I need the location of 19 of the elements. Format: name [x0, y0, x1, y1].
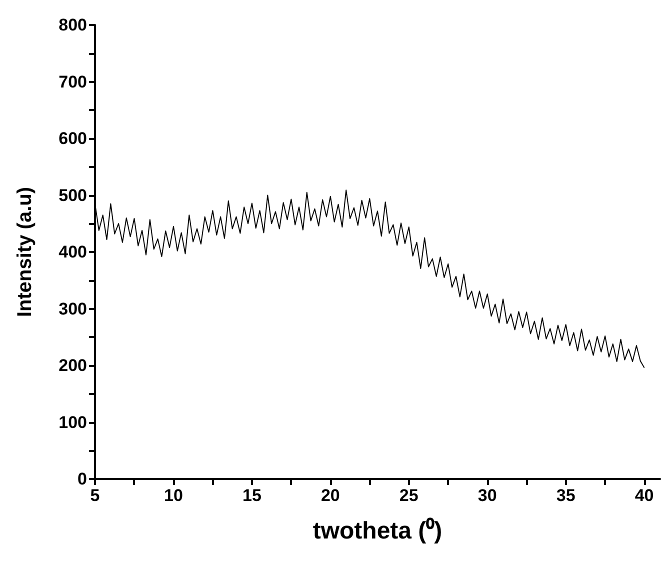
y-axis-title: Intensity (a.u) — [14, 186, 36, 318]
y-tick-label: 400 — [58, 242, 87, 262]
x-axis-title: twotheta (⁰) — [312, 518, 442, 544]
y-tick-label: 0 — [78, 470, 87, 488]
x-tick-label: 30 — [478, 486, 497, 505]
x-tick-label: 5 — [90, 486, 100, 505]
x-tick-label: 25 — [399, 486, 418, 505]
y-tick-label: 800 — [58, 16, 87, 34]
x-tick-label: 35 — [556, 486, 576, 505]
x-tick-label: 10 — [164, 486, 183, 505]
y-tick-label: 300 — [58, 299, 87, 318]
x-tick-label: 40 — [634, 486, 654, 505]
y-tick-label: 500 — [58, 186, 87, 205]
y-tick-label: 600 — [58, 129, 87, 148]
y-tick-label: 100 — [58, 412, 87, 432]
x-tick-label: 20 — [320, 486, 340, 505]
y-tick-label: 200 — [58, 356, 87, 375]
y-tick-label: 700 — [58, 72, 87, 92]
x-tick-label: 15 — [242, 486, 262, 505]
